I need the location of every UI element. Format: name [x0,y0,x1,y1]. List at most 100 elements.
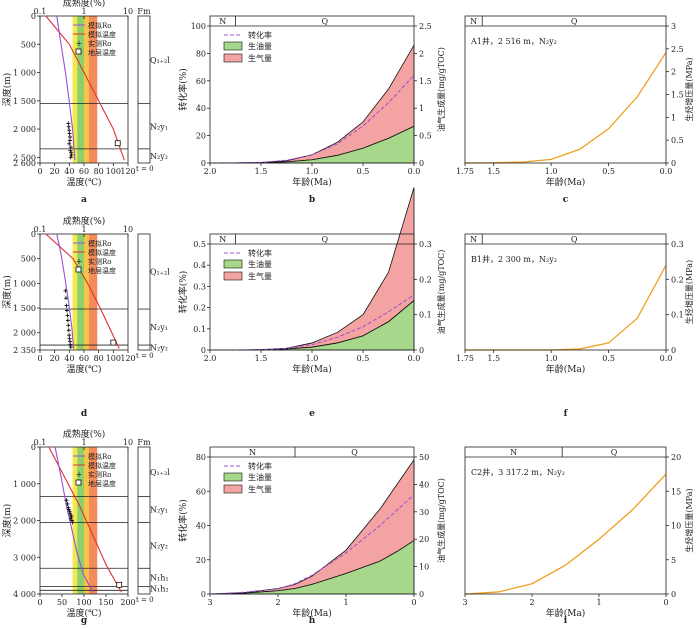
temp-tick-label: 80 [94,167,104,176]
temp-tick-label: 100 [106,167,121,176]
depth-tick-label: 500 [21,40,36,49]
conv-tick-label: 0 [201,159,206,168]
period-label: Q [321,235,328,244]
maturity-band [72,447,78,594]
pressure-axis-label: 生烃增压量(MPa) [684,57,694,121]
conv-tick-label: 60 [196,77,206,86]
legend-label: 转化率 [248,461,272,471]
strata-temp-point [116,581,123,588]
legend-label: 生油量 [248,259,272,269]
temp-tick-label: 50 [57,598,67,607]
formation-label: Q₁₊₂l [150,268,170,277]
panel-letter: e [309,409,315,419]
conv-tick-label: 0.1 [193,325,206,334]
pressure-line [464,473,667,595]
age-axis-label: 年龄(Ma) [546,607,586,619]
panel-letter: d [81,409,88,419]
gen-axis-label: 油气生成量(mg/gTOC) [436,478,446,563]
legend-label: 模拟温度 [88,30,116,39]
period-label: N [510,448,517,457]
conv-tick-label: 0.5 [193,240,206,249]
age-axis-label: 年龄(Ma) [546,176,586,188]
temp-tick-label: 60 [79,354,89,363]
conv-tick-label: 40 [196,522,206,531]
t0-label: t = 0 [136,165,154,173]
formation-column [137,15,151,164]
measured-ro-point [67,511,72,516]
legend-label: 模拟Ro [88,239,112,248]
age-tick-label: 1.5 [255,167,268,176]
age-tick-label: 0.5 [357,167,370,176]
formation-label: Q₁₊₂l [150,56,170,65]
measured-ro-point [68,512,73,517]
pressure-tick-label: 0.5 [671,136,684,145]
period-label: N [219,17,226,26]
age-tick-label: 1.75 [456,354,474,363]
pressure-tick-label: 0 [671,590,676,599]
legend-label: 生气量 [248,271,272,281]
temp-tick-label: 120 [120,354,135,363]
depth-tick-label: 2 350 [13,346,36,355]
depth-tick-label: 1 000 [13,480,36,489]
formation-column [137,446,151,595]
maturity-band [72,16,78,163]
age-tick-label: 1.0 [545,167,558,176]
age-tick-label: 1.0 [306,167,319,176]
gen-axis-label: 油气生成量(mg/gTOC) [436,47,446,132]
temp-tick-label: 200 [120,598,135,607]
measured-ro-point [66,121,71,126]
formation-header: Fm [137,438,151,447]
legend-label: 实测Ro [88,470,112,479]
measured-ro-point [64,498,69,503]
formation-label: N₂y₂ [150,152,168,161]
age-tick-label: 3 [462,598,467,607]
age-tick-label: 1.75 [456,167,474,176]
conv-tick-label: 60 [196,487,206,496]
legend-label: 生气量 [248,53,272,63]
strata-temp-point [110,339,117,346]
measured-ro-point [63,288,68,293]
measured-ro-point [66,328,71,333]
maturity-axis-label: 成熟度(%) [63,215,106,227]
depth-tick-label: 1 000 [13,279,36,288]
pressure-plot-frame [464,446,667,595]
pressure-tick-label: 1.5 [671,91,684,100]
period-label: N [470,17,477,26]
age-tick-label: 1 [343,598,348,607]
measured-ro-point [69,518,74,523]
formation-label: N₁h₁ [150,573,169,582]
legend-label: 地层温度 [88,479,116,488]
pressure-tick-label: 5 [671,556,676,565]
temp-model-line [45,15,125,161]
panel-letter: a [81,195,87,205]
gen-tick-label: 1 [419,104,424,113]
legend-swatch: + [76,257,83,266]
gen-tick-label: 10 [419,563,429,572]
period-label: Q [321,17,328,26]
measured-ro-point [69,514,74,519]
conv-tick-label: 100 [191,22,206,31]
measured-ro-point [65,318,70,323]
ro-model-line [56,15,76,161]
age-tick-label: 0 [663,598,668,607]
depth-tick-label: 1 500 [13,97,36,106]
pressure-tick-label: 0.1 [671,311,684,320]
legend-swatch: + [76,470,83,479]
gen-tick-label: 0 [419,346,424,355]
formation-label: Q₁₊₂l [150,468,170,477]
maturity-band [89,447,98,594]
temp-tick-label: 40 [64,167,74,176]
maturity-tick-label: 1 [81,7,86,16]
period-label: Q [351,448,358,457]
maturity-band [77,16,84,163]
pressure-tick-label: 10 [671,522,681,531]
gen-tick-label: 0.3 [419,240,432,249]
formation-label: N₂y₁ [150,122,168,131]
legend-swatch [223,472,243,482]
age-axis-label: 年龄(Ma) [546,363,586,375]
maturity-axis-label: 成熟度(%) [63,428,106,440]
maturity-tick-label: 1 [81,225,86,234]
temp-tick-label: 100 [106,354,121,363]
conv-tick-label: 80 [196,453,206,462]
